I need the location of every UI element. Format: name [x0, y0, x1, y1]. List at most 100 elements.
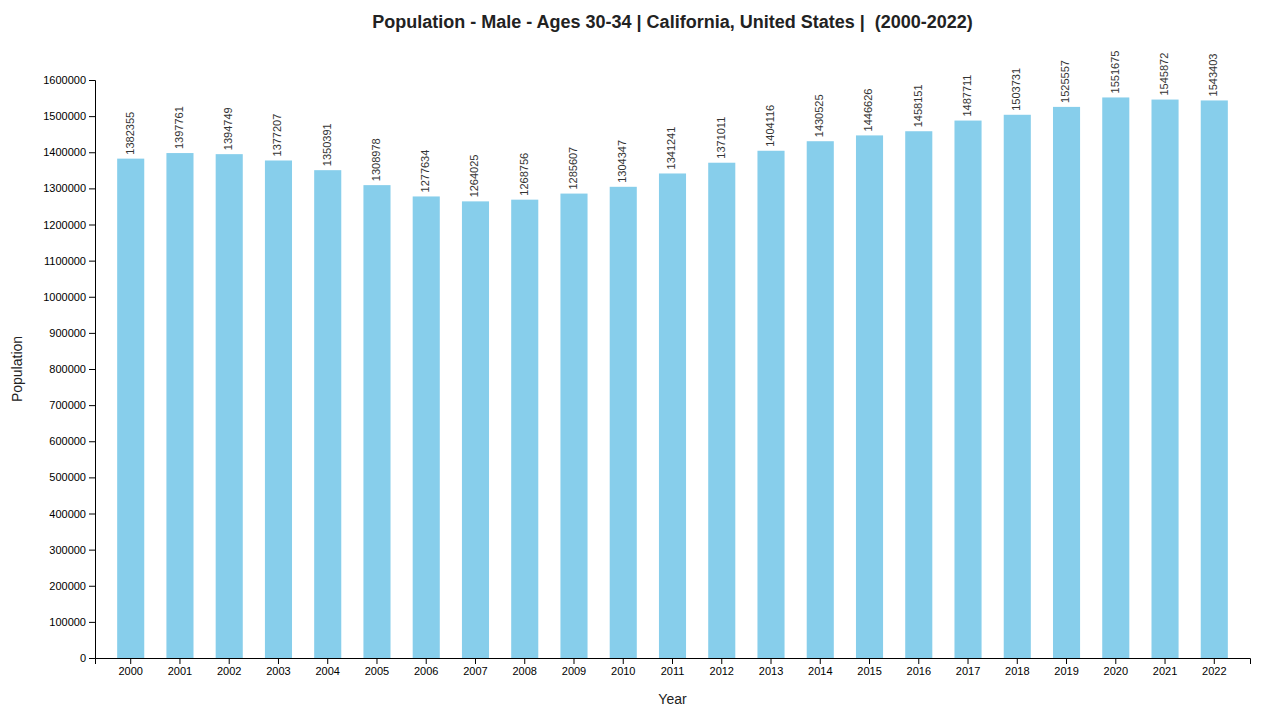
tick-mark [376, 658, 377, 664]
bar [363, 185, 390, 658]
y-tick: 100000 [49, 616, 95, 628]
data-label: 1430525 [813, 94, 825, 137]
y-tick-label: 900000 [49, 327, 86, 339]
data-label: 1377207 [271, 114, 283, 157]
y-tick-label: 100000 [49, 616, 86, 628]
tick-mark [89, 297, 95, 298]
x-tick-label: 2005 [365, 665, 389, 677]
x-tick: 2018 [1005, 658, 1029, 677]
y-tick: 300000 [49, 544, 95, 556]
data-label: 1503731 [1010, 68, 1022, 111]
data-label: 1545872 [1158, 53, 1170, 96]
x-tick-label: 2010 [611, 665, 635, 677]
tick-mark [179, 658, 180, 664]
y-tick: 1200000 [43, 219, 95, 231]
y-tick: 900000 [49, 327, 95, 339]
data-label: 1394749 [222, 107, 234, 150]
bar [905, 131, 932, 658]
data-label: 1397761 [173, 106, 185, 149]
tick-mark [1066, 658, 1067, 664]
x-tick: 2004 [315, 658, 339, 677]
bar [954, 121, 981, 658]
x-tick: 2002 [217, 658, 241, 677]
bar [1004, 115, 1031, 658]
tick-mark [130, 658, 131, 664]
data-label: 1268756 [518, 153, 530, 196]
bar [856, 135, 883, 658]
data-label: 1264025 [468, 155, 480, 198]
chart: 2000200120022003200420052006200720082009… [0, 0, 1280, 720]
x-tick-label: 2021 [1153, 665, 1177, 677]
tick-mark [89, 261, 95, 262]
y-tick-label: 700000 [49, 399, 86, 411]
x-tick: 2008 [512, 658, 536, 677]
x-tick-label: 2017 [956, 665, 980, 677]
y-tick: 700000 [49, 399, 95, 411]
data-label: 1341241 [665, 127, 677, 170]
y-tick-label: 1400000 [43, 146, 86, 158]
bar [1102, 97, 1129, 658]
tick-mark [278, 658, 279, 664]
tick-mark [820, 658, 821, 664]
tick-mark [89, 188, 95, 189]
x-tick: 2020 [1104, 658, 1128, 677]
y-tick-label: 400000 [49, 508, 86, 520]
x-tick-label: 2000 [118, 665, 142, 677]
tick-mark [89, 225, 95, 226]
tick-mark [89, 477, 95, 478]
tick-mark [623, 658, 624, 664]
plot-area: 2000200120022003200420052006200720082009… [43, 51, 1250, 677]
tick-mark [1115, 658, 1116, 664]
x-tick: 2011 [661, 658, 685, 677]
tick-mark [573, 658, 574, 664]
x-tick-label: 2011 [661, 665, 685, 677]
tick-mark [327, 658, 328, 664]
x-tick-label: 2008 [512, 665, 536, 677]
y-tick: 800000 [49, 363, 95, 375]
tick-mark [1165, 658, 1166, 664]
x-tick-label: 2016 [907, 665, 931, 677]
x-tick: 2019 [1054, 658, 1078, 677]
y-tick-label: 1000000 [43, 291, 86, 303]
y-tick-label: 1500000 [43, 110, 86, 122]
x-tick-label: 2004 [315, 665, 339, 677]
y-tick: 1000000 [43, 291, 95, 303]
data-label: 1371011 [715, 117, 727, 159]
x-axis-title: Year [658, 691, 687, 707]
y-axis: 0100000200000300000400000500000600000700… [43, 74, 95, 664]
bars [117, 97, 1228, 658]
data-label: 1277634 [419, 150, 431, 193]
tick-mark [89, 622, 95, 623]
data-label: 1285607 [567, 147, 579, 190]
tick-mark [426, 658, 427, 664]
y-tick: 600000 [49, 435, 95, 447]
x-tick: 2005 [365, 658, 389, 677]
tick-mark [89, 369, 95, 370]
data-label: 1304347 [616, 140, 628, 183]
y-tick-label: 800000 [49, 363, 86, 375]
y-tick: 1300000 [43, 182, 95, 194]
data-labels: 1382355139776113947491377207135039113089… [124, 51, 1220, 198]
tick-mark [89, 514, 95, 515]
x-tick-label: 2013 [759, 665, 783, 677]
y-tick-label: 600000 [49, 435, 86, 447]
bar [757, 151, 784, 658]
data-label: 1487711 [961, 75, 973, 117]
tick-mark [1214, 658, 1215, 664]
x-tick: 2015 [857, 658, 881, 677]
data-label: 1446626 [862, 89, 874, 132]
tick-mark [89, 586, 95, 587]
y-tick: 1100000 [44, 255, 95, 267]
tick-mark [89, 405, 95, 406]
tick-mark [968, 658, 969, 664]
x-tick: 2006 [414, 658, 438, 677]
y-tick: 1500000 [43, 110, 95, 122]
data-label: 1350391 [321, 123, 333, 166]
x-tick-label: 2014 [808, 665, 832, 677]
x-tick: 2000 [118, 658, 142, 677]
bar [659, 173, 686, 658]
x-tick: 2003 [266, 658, 290, 677]
x-tick-label: 2012 [710, 665, 734, 677]
y-tick-label: 200000 [49, 580, 86, 592]
x-tick-label: 2001 [168, 665, 192, 677]
